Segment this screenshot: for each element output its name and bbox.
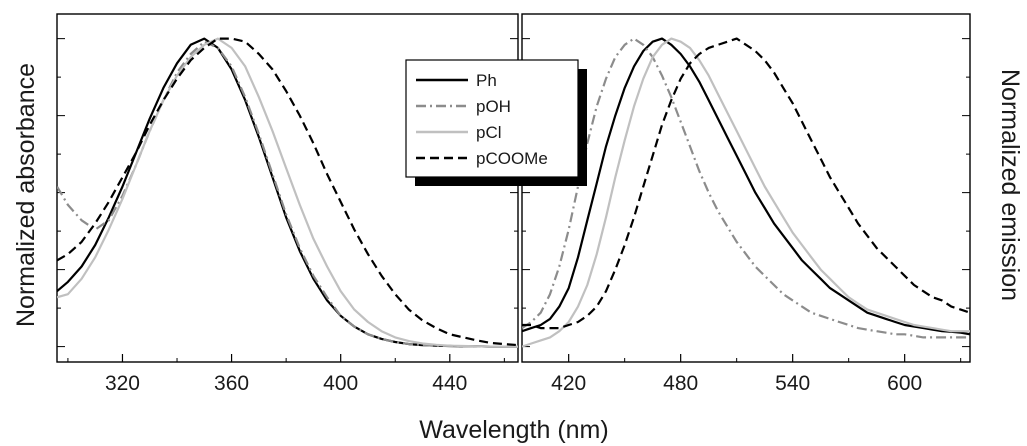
y-axis-title-left: Normalized absorbance [12,63,40,327]
x-tick-label: 320 [105,372,140,395]
y-axis-title-right: Normalized emission [996,69,1024,301]
legend-label: pOH [476,97,511,116]
x-axis-title: Wavelength (nm) [419,416,608,444]
series-line-poh [522,37,970,339]
legend-label: pCOOMe [476,149,548,168]
series-line-pcl [522,37,970,348]
legend-item-pcl: pCl [416,123,502,142]
x-tick-label: 400 [323,372,358,395]
legend-label: Ph [476,71,497,90]
x-tick-label: 480 [663,372,698,395]
series-line-pcl [57,37,518,348]
legend-label: pCl [476,123,502,142]
x-tick-label: 420 [551,372,586,395]
legend-items: Ph pOH pCl pCOOMe [416,71,548,168]
legend-item-ph: Ph [416,71,497,90]
x-tick-label: 440 [432,372,467,395]
panel-absorbance: 320 360 400 440 [56,13,519,395]
panel-frame [521,13,971,363]
series-line-pcoome [522,37,970,330]
legend-item-poh: pOH [416,97,511,116]
panel-emission: 420 480 540 600 [521,13,971,395]
series-line-pcoome [57,37,518,347]
x-tick-label: 600 [887,372,922,395]
legend: Ph pOH pCl pCOOMe [405,59,587,186]
panels: 320 360 400 440 420 480 540 600 [56,13,971,395]
x-tick-label: 540 [775,372,810,395]
series-line-ph [522,37,970,336]
x-tick-label: 360 [214,372,249,395]
legend-item-pcoome: pCOOMe [416,149,548,168]
